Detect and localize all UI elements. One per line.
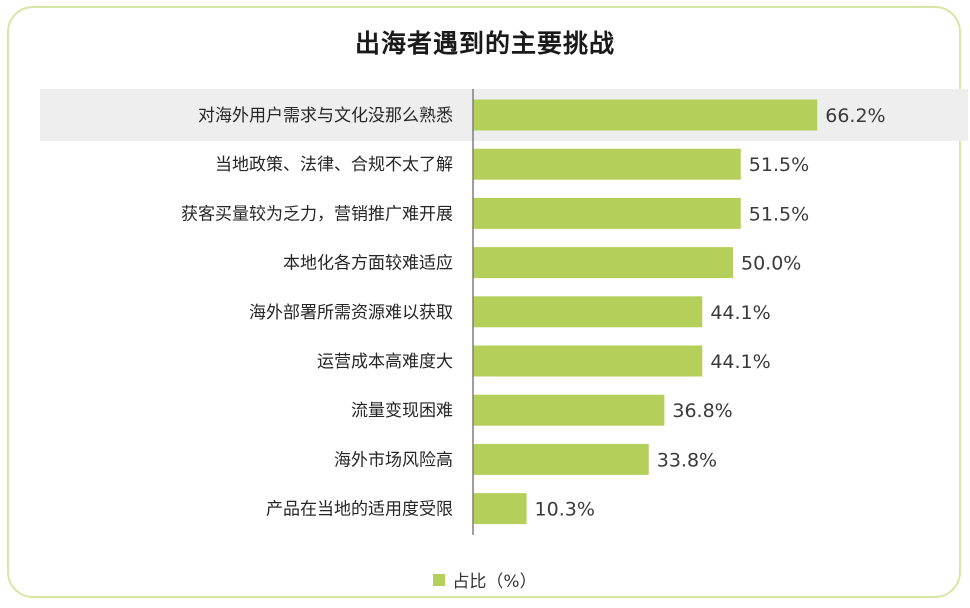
bar	[473, 443, 649, 475]
data-label: 44.1%	[710, 351, 770, 373]
category-label: 产品在当地的适用度受限	[266, 500, 453, 520]
legend-label: 占比（%）	[452, 572, 537, 592]
category-label: 海外部署所需资源难以获取	[249, 303, 453, 323]
bar	[473, 197, 741, 229]
data-label: 51.5%	[749, 203, 809, 225]
data-label: 51.5%	[749, 154, 809, 176]
data-label: 66.2%	[825, 105, 885, 127]
bar	[473, 394, 665, 426]
data-label: 36.8%	[672, 400, 732, 422]
bar	[473, 345, 703, 377]
bar	[473, 296, 703, 328]
category-label: 对海外用户需求与文化没那么熟悉	[198, 105, 453, 126]
bar	[473, 99, 818, 131]
bar	[473, 493, 527, 525]
legend-swatch	[433, 573, 446, 586]
category-label: 流量变现困难	[351, 401, 453, 421]
data-label: 44.1%	[710, 302, 770, 324]
legend: 占比（%）	[0, 567, 970, 592]
data-label: 33.8%	[657, 449, 717, 471]
chart-title: 出海者遇到的主要挑战	[354, 29, 615, 58]
category-label: 当地政策、法律、合规不太了解	[215, 155, 453, 175]
category-label: 运营成本高难度大	[317, 352, 453, 372]
data-label: 10.3%	[535, 499, 595, 521]
bar	[473, 148, 741, 180]
category-label: 获客买量较为乏力，营销推广难开展	[181, 204, 453, 224]
category-label: 本地化各方面较难适应	[283, 254, 453, 274]
category-label: 海外市场风险高	[334, 450, 453, 470]
data-label: 50.0%	[741, 253, 801, 275]
bar	[473, 247, 733, 279]
